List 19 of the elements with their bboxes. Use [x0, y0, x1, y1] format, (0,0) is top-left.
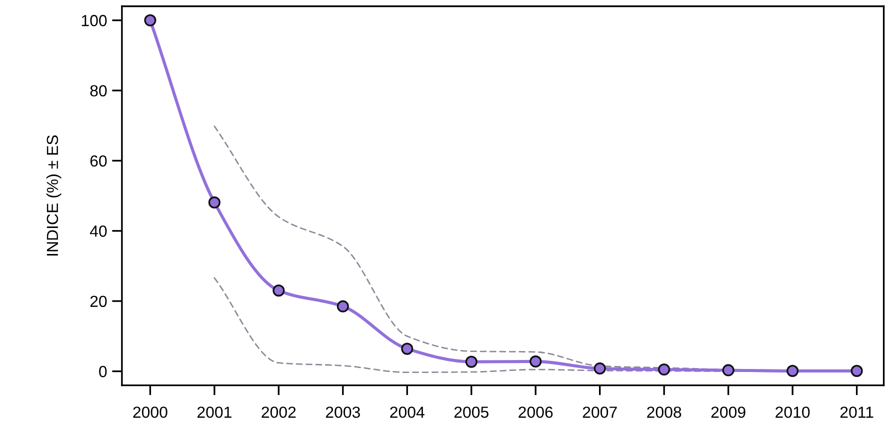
x-tick-label: 2009 [711, 406, 746, 418]
x-tick-label: 2002 [262, 406, 296, 418]
x-tick-label: 2001 [197, 406, 232, 418]
y-tick-label: 60 [90, 155, 107, 167]
y-tick-label: 0 [99, 366, 107, 378]
x-tick-label: 2007 [582, 406, 617, 418]
x-tick-label: 2003 [326, 406, 360, 418]
x-tick-label: 2005 [454, 406, 488, 418]
y-tick-label: 100 [82, 14, 107, 26]
y-tick-label: 20 [90, 296, 107, 308]
y-axis-title: INDICE (%) ± ES [46, 135, 62, 256]
x-tick-label: 2010 [776, 406, 810, 418]
x-tick-label: 2000 [133, 406, 168, 418]
x-tick-label: 2008 [647, 406, 682, 418]
x-tick-label: 2006 [518, 406, 553, 418]
y-tick-label: 40 [90, 226, 107, 237]
y-tick-label: 80 [90, 85, 107, 96]
x-tick-label: 2004 [390, 406, 424, 418]
x-tick-label: 2011 [840, 406, 874, 418]
